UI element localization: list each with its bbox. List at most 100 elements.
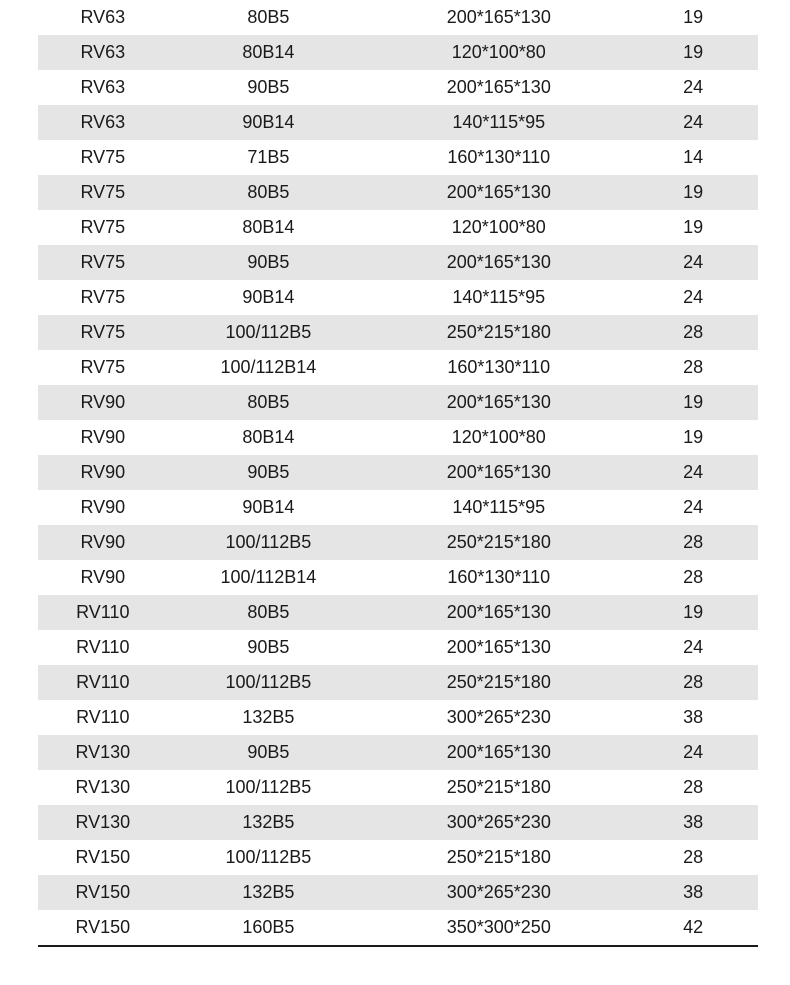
table-cell: 19 (628, 0, 758, 35)
table-cell: RV75 (38, 315, 168, 350)
table-row: RV110100/112B5250*215*18028 (38, 665, 758, 700)
table-cell: 160*130*110 (369, 560, 628, 595)
table-cell: 250*215*180 (369, 525, 628, 560)
table-cell: 120*100*80 (369, 35, 628, 70)
table-cell: 28 (628, 350, 758, 385)
table-row: RV130132B5300*265*23038 (38, 805, 758, 840)
table-row: RV150100/112B5250*215*18028 (38, 840, 758, 875)
table-cell: 200*165*130 (369, 630, 628, 665)
table-row: RV9080B14120*100*8019 (38, 420, 758, 455)
table-cell: 90B5 (168, 455, 370, 490)
table-cell: RV75 (38, 245, 168, 280)
table-cell: 90B14 (168, 490, 370, 525)
table-cell: RV110 (38, 595, 168, 630)
table-cell: 28 (628, 315, 758, 350)
table-cell: 19 (628, 385, 758, 420)
table-cell: 200*165*130 (369, 70, 628, 105)
table-cell: 19 (628, 35, 758, 70)
table-row: RV9090B14140*115*9524 (38, 490, 758, 525)
table-cell: 140*115*95 (369, 490, 628, 525)
table-cell: 90B5 (168, 70, 370, 105)
table-cell: 24 (628, 280, 758, 315)
table-row: RV6380B14120*100*8019 (38, 35, 758, 70)
table-cell: 200*165*130 (369, 175, 628, 210)
table-cell: 90B14 (168, 280, 370, 315)
table-cell: 19 (628, 595, 758, 630)
data-table-container: RV6380B5200*165*13019RV6380B14120*100*80… (38, 0, 758, 947)
table-cell: 24 (628, 455, 758, 490)
table-row: RV11080B5200*165*13019 (38, 595, 758, 630)
table-cell: 100/112B5 (168, 665, 370, 700)
table-cell: 200*165*130 (369, 245, 628, 280)
table-cell: RV90 (38, 525, 168, 560)
table-row: RV75100/112B14160*130*11028 (38, 350, 758, 385)
table-cell: 200*165*130 (369, 385, 628, 420)
table-cell: 28 (628, 770, 758, 805)
table-cell: 100/112B5 (168, 840, 370, 875)
table-cell: 300*265*230 (369, 805, 628, 840)
table-cell: 100/112B14 (168, 560, 370, 595)
table-cell: 140*115*95 (369, 280, 628, 315)
table-cell: 300*265*230 (369, 875, 628, 910)
table-cell: 24 (628, 630, 758, 665)
table-cell: 24 (628, 105, 758, 140)
table-cell: RV75 (38, 350, 168, 385)
table-row: RV7590B14140*115*9524 (38, 280, 758, 315)
table-body: RV6380B5200*165*13019RV6380B14120*100*80… (38, 0, 758, 946)
table-cell: 80B5 (168, 595, 370, 630)
table-cell: RV63 (38, 105, 168, 140)
table-cell: 132B5 (168, 875, 370, 910)
table-cell: 28 (628, 560, 758, 595)
table-row: RV90100/112B5250*215*18028 (38, 525, 758, 560)
table-cell: 71B5 (168, 140, 370, 175)
table-row: RV7590B5200*165*13024 (38, 245, 758, 280)
table-cell: 90B5 (168, 630, 370, 665)
table-cell: RV75 (38, 210, 168, 245)
table-cell: 200*165*130 (369, 735, 628, 770)
table-cell: RV110 (38, 700, 168, 735)
table-row: RV6390B14140*115*9524 (38, 105, 758, 140)
table-cell: RV150 (38, 910, 168, 946)
table-row: RV11090B5200*165*13024 (38, 630, 758, 665)
table-cell: 19 (628, 175, 758, 210)
table-cell: 19 (628, 420, 758, 455)
table-cell: 24 (628, 735, 758, 770)
table-cell: RV75 (38, 140, 168, 175)
table-cell: 350*300*250 (369, 910, 628, 946)
table-cell: 28 (628, 665, 758, 700)
table-cell: 80B14 (168, 420, 370, 455)
table-cell: 160*130*110 (369, 350, 628, 385)
table-row: RV7571B5160*130*11014 (38, 140, 758, 175)
table-cell: 19 (628, 210, 758, 245)
table-row: RV90100/112B14160*130*11028 (38, 560, 758, 595)
table-row: RV6390B5200*165*13024 (38, 70, 758, 105)
table-cell: RV130 (38, 770, 168, 805)
table-cell: 90B5 (168, 245, 370, 280)
table-cell: 120*100*80 (369, 210, 628, 245)
table-cell: RV90 (38, 560, 168, 595)
table-cell: 38 (628, 805, 758, 840)
table-cell: 24 (628, 70, 758, 105)
data-table: RV6380B5200*165*13019RV6380B14120*100*80… (38, 0, 758, 947)
table-cell: 80B5 (168, 0, 370, 35)
table-cell: 250*215*180 (369, 665, 628, 700)
table-cell: 28 (628, 840, 758, 875)
table-cell: 160B5 (168, 910, 370, 946)
table-row: RV9090B5200*165*13024 (38, 455, 758, 490)
table-cell: RV130 (38, 735, 168, 770)
table-cell: 90B14 (168, 105, 370, 140)
table-cell: 200*165*130 (369, 455, 628, 490)
table-cell: 28 (628, 525, 758, 560)
table-cell: 250*215*180 (369, 315, 628, 350)
table-cell: RV130 (38, 805, 168, 840)
table-cell: 132B5 (168, 805, 370, 840)
table-row: RV110132B5300*265*23038 (38, 700, 758, 735)
table-cell: 200*165*130 (369, 0, 628, 35)
table-cell: 132B5 (168, 700, 370, 735)
table-row: RV9080B5200*165*13019 (38, 385, 758, 420)
table-cell: 80B14 (168, 210, 370, 245)
table-cell: 90B5 (168, 735, 370, 770)
table-row: RV7580B14120*100*8019 (38, 210, 758, 245)
table-cell: 100/112B5 (168, 525, 370, 560)
table-cell: RV75 (38, 175, 168, 210)
